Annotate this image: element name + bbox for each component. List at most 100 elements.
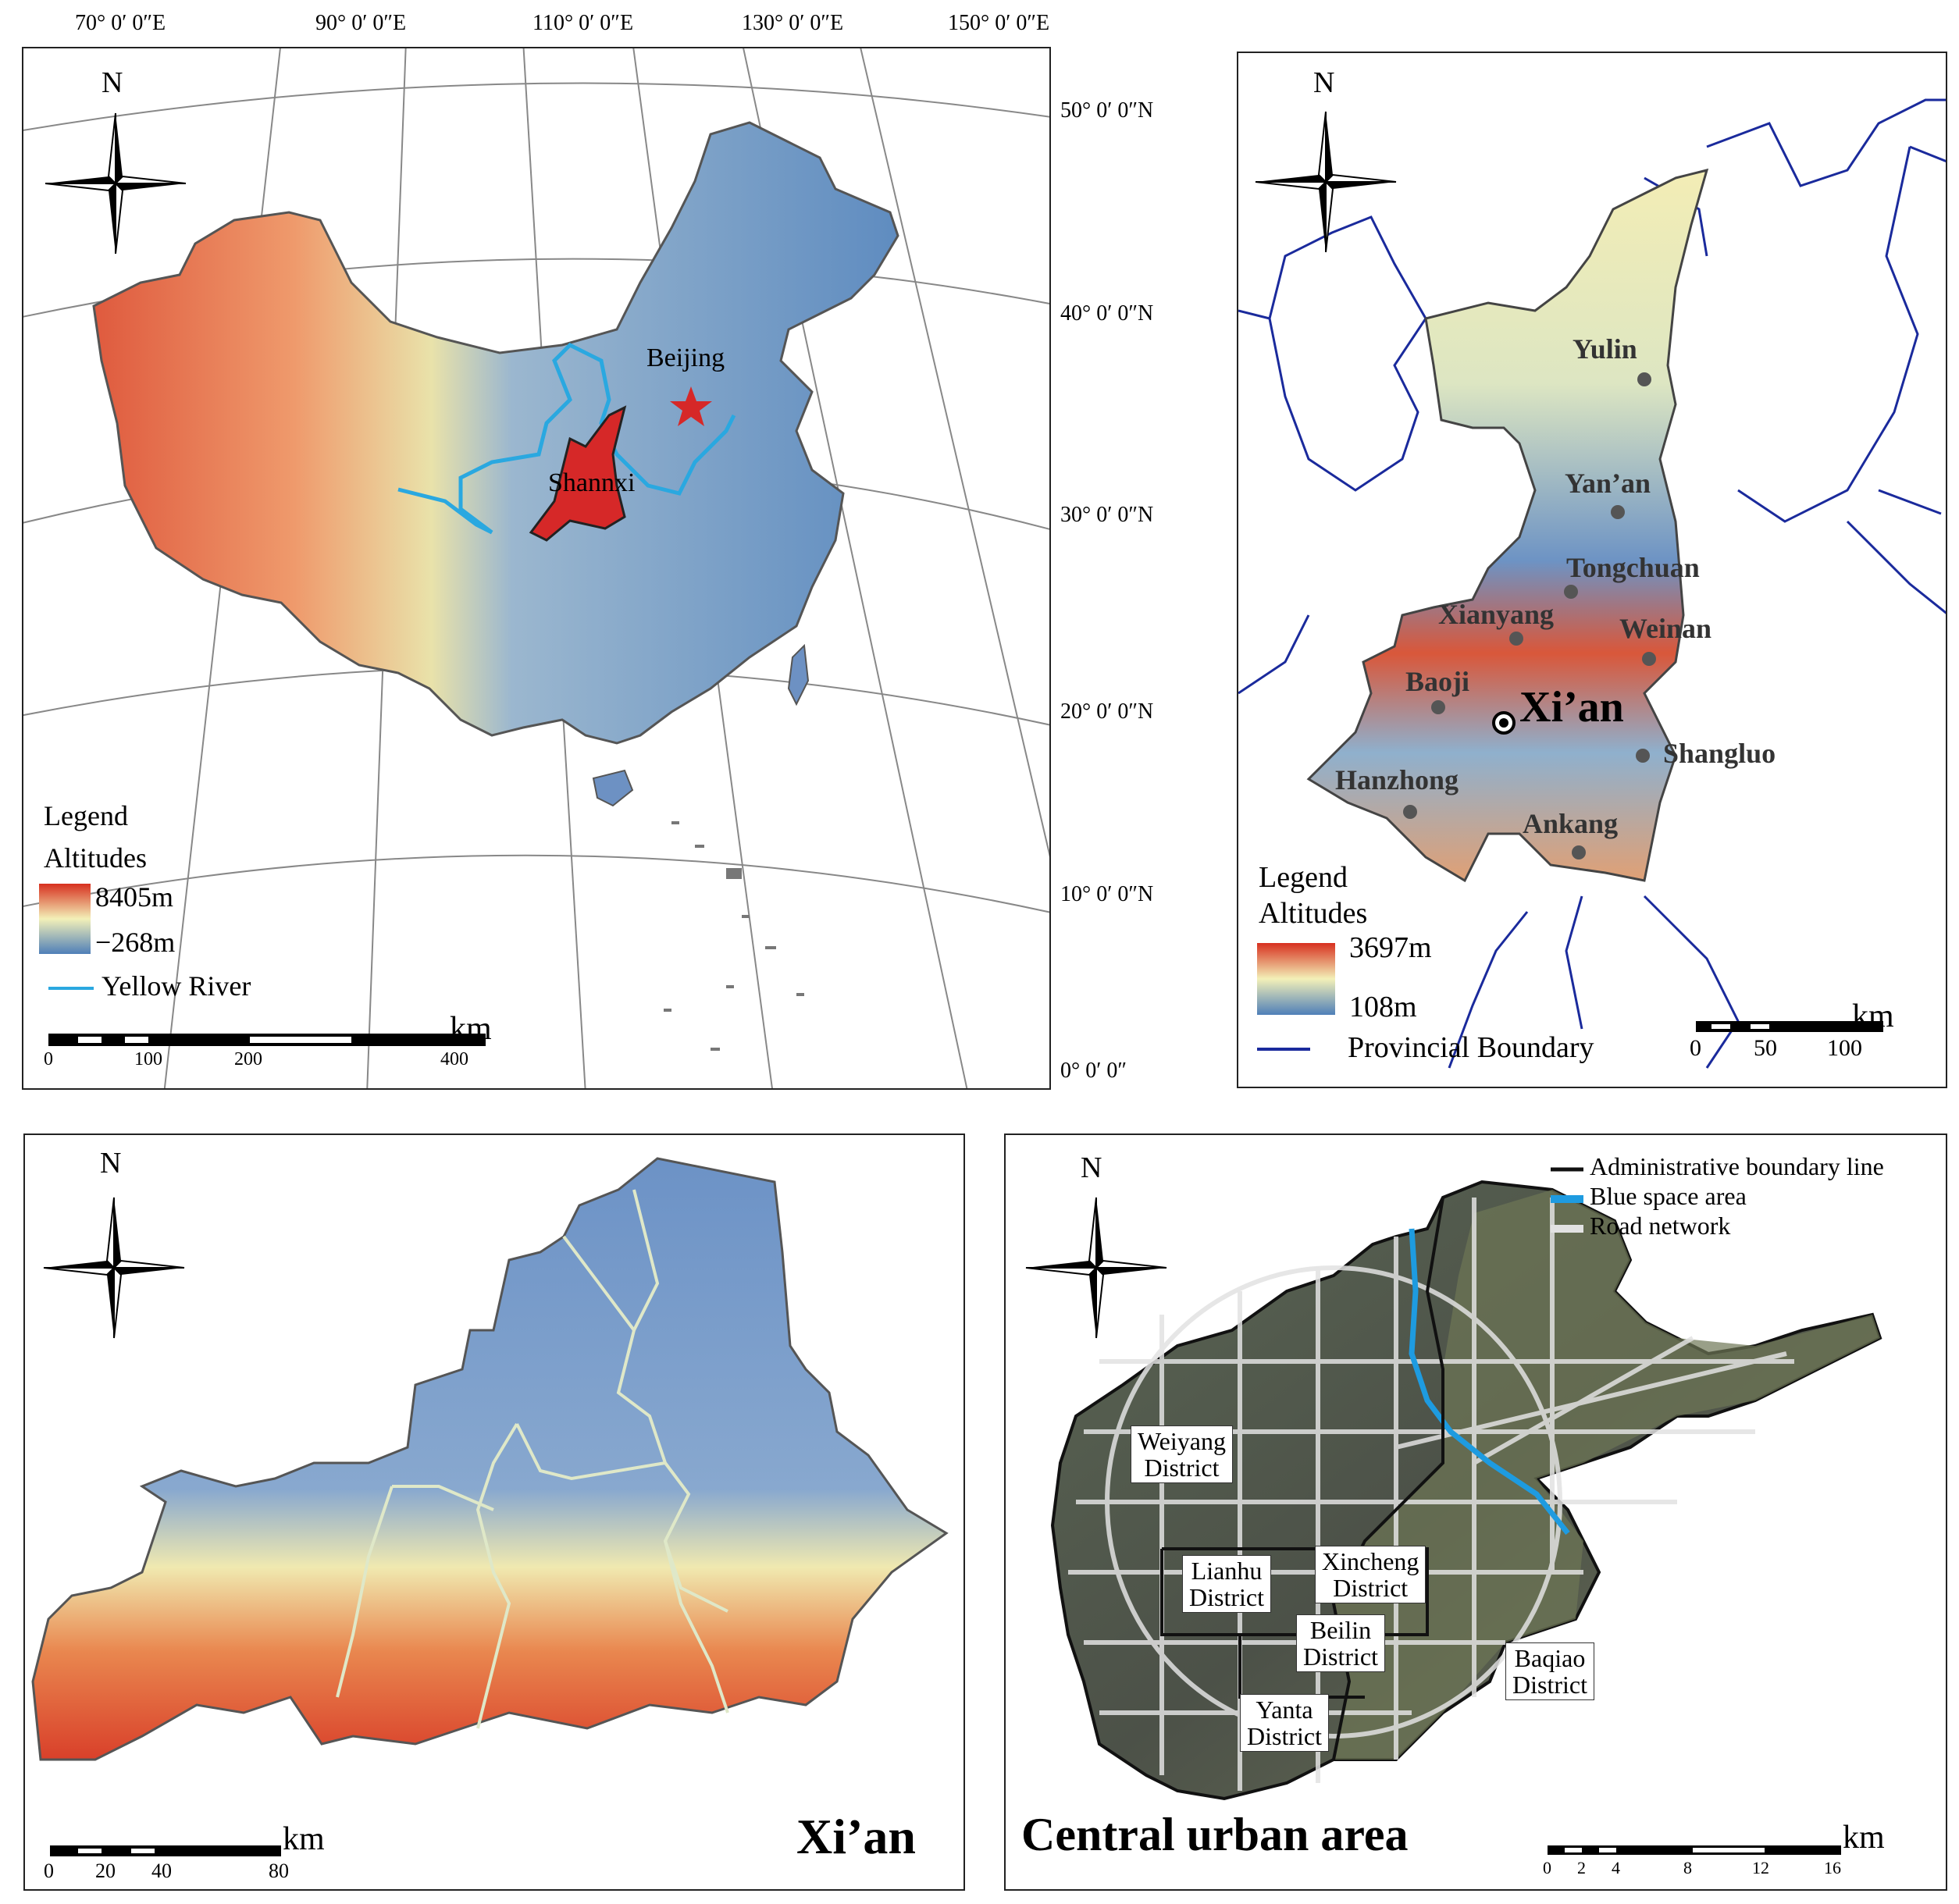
longitude-90: 90° 0′ 0″E [315, 11, 407, 35]
legend-road-network: Road network [1590, 1212, 1731, 1240]
latitude-40: 40° 0′ 0″N [1060, 301, 1154, 326]
altitude-legend-ramp [39, 884, 91, 954]
shaanxi-province-shape [1306, 168, 1709, 883]
latitude-0: 0° 0′ 0″ [1060, 1059, 1127, 1083]
scale-tick-20: 20 [95, 1860, 116, 1882]
beijing-star [670, 386, 712, 426]
scale-bar [1696, 1021, 1883, 1032]
city-ankang: Ankang [1523, 808, 1619, 839]
north-arrow-icon [1025, 1197, 1167, 1339]
city-shangluo: Shangluo [1663, 738, 1776, 769]
latitude-20: 20° 0′ 0″N [1060, 699, 1154, 724]
china-map-panel: N Beijing Shannxi Legend Altitudes 8405m… [22, 47, 1051, 1090]
urban-title: Central urban area [1021, 1809, 1409, 1860]
legend-subtitle: Altitudes [44, 842, 147, 874]
legend-title: Legend [44, 800, 128, 831]
longitude-110: 110° 0′ 0″E [532, 11, 634, 35]
scale-tick-0: 0 [44, 1860, 54, 1882]
latitude-30: 30° 0′ 0″N [1060, 503, 1154, 527]
legend-blue-space: Blue space area [1590, 1182, 1747, 1210]
north-arrow-icon [43, 1197, 185, 1339]
north-arrow-icon [45, 112, 187, 254]
scale-bar [1548, 1845, 1841, 1855]
city-hanzhong: Hanzhong [1335, 764, 1459, 795]
xian-map-svg [31, 1157, 949, 1856]
longitude-70: 70° 0′ 0″E [75, 11, 166, 35]
altitude-min: −268m [95, 927, 176, 958]
district-xincheng: Xincheng District [1315, 1546, 1427, 1603]
capital-xian: Xi’an [1519, 683, 1624, 731]
district-lianhu: Lianhu District [1182, 1555, 1271, 1613]
taiwan [787, 643, 810, 706]
scale-tick-4: 4 [1612, 1858, 1620, 1877]
district-boundaries [336, 1189, 729, 1729]
legend-title: Legend [1259, 861, 1348, 894]
blue-space-river [1409, 1228, 1570, 1536]
scale-unit: km [1843, 1820, 1885, 1856]
latitude-10: 10° 0′ 0″N [1060, 882, 1154, 906]
scale-tick-0: 0 [44, 1049, 53, 1069]
shaanxi-map-panel: N Yulin Yan’an Tongchuan Xianyang Weinan… [1237, 52, 1947, 1088]
urban-map-panel: N Administrative boundary line Blue spac… [1004, 1134, 1947, 1891]
scale-tick-8: 8 [1683, 1858, 1692, 1877]
boundary-legend-label: Provincial Boundary [1348, 1031, 1594, 1064]
altitude-legend-ramp [1257, 943, 1335, 1015]
scale-tick-100: 100 [134, 1049, 162, 1069]
legend-subtitle: Altitudes [1259, 897, 1368, 930]
scale-tick-0: 0 [1690, 1035, 1701, 1061]
scale-unit: km [1852, 998, 1894, 1034]
north-label: N [1313, 66, 1335, 99]
baqiao-area [1334, 1190, 1880, 1760]
shannxi-label: Shannxi [548, 468, 636, 497]
longitude-130: 130° 0′ 0″E [742, 11, 844, 35]
north-label: N [102, 66, 123, 99]
scale-tick-100: 100 [1827, 1035, 1862, 1061]
city-yanan: Yan’an [1565, 468, 1651, 499]
district-baqiao: Baqiao District [1505, 1642, 1594, 1700]
altitude-max: 8405m [95, 881, 174, 913]
shannxi-province [529, 405, 627, 542]
north-label: N [1081, 1151, 1102, 1184]
city-weinan: Weinan [1619, 613, 1712, 644]
xian-city-shape [31, 1157, 949, 1761]
scale-tick-80: 80 [269, 1860, 289, 1882]
beijing-label: Beijing [646, 343, 725, 372]
scale-bar [50, 1845, 281, 1856]
urban-legend-swatches [1551, 1167, 1583, 1233]
district-beilin: Beilin District [1296, 1614, 1385, 1672]
river-legend-label: Yellow River [102, 970, 251, 1002]
city-yulin: Yulin [1573, 333, 1637, 365]
north-arrow-icon [1255, 111, 1397, 253]
city-tongchuan: Tongchuan [1566, 552, 1700, 583]
city-baoji: Baoji [1405, 666, 1470, 697]
scale-tick-12: 12 [1752, 1858, 1769, 1877]
scale-tick-50: 50 [1754, 1035, 1777, 1061]
china-map-svg [23, 48, 1049, 1088]
yellow-river-line [397, 342, 736, 535]
district-yanta: Yanta District [1240, 1694, 1329, 1752]
altitude-min: 108m [1349, 991, 1417, 1023]
provincial-boundaries [1238, 98, 1946, 1069]
hainan [592, 769, 634, 807]
scale-tick-400: 400 [440, 1049, 468, 1069]
city-dots [1403, 372, 1656, 859]
scale-tick-0: 0 [1543, 1858, 1551, 1877]
china-landmass [92, 121, 899, 745]
scale-tick-2: 2 [1577, 1858, 1586, 1877]
south-china-sea-islands [664, 821, 804, 1051]
altitude-max: 3697m [1349, 931, 1432, 964]
scale-bar [48, 1034, 486, 1046]
longitude-150: 150° 0′ 0″E [948, 11, 1050, 35]
scale-tick-40: 40 [151, 1860, 172, 1882]
xian-title: Xi’an [796, 1809, 916, 1864]
scale-tick-200: 200 [234, 1049, 262, 1069]
xian-map-panel: N Xi’an km 0 20 40 80 [23, 1134, 965, 1891]
north-label: N [100, 1147, 122, 1180]
district-weiyang: Weiyang District [1131, 1425, 1233, 1483]
legend-admin-boundary: Administrative boundary line [1590, 1152, 1884, 1180]
shaanxi-map-svg [1238, 98, 1946, 1069]
latitude-50: 50° 0′ 0″N [1060, 98, 1154, 123]
scale-unit: km [283, 1821, 325, 1857]
city-xianyang: Xianyang [1438, 599, 1555, 630]
scale-tick-16: 16 [1824, 1858, 1841, 1877]
